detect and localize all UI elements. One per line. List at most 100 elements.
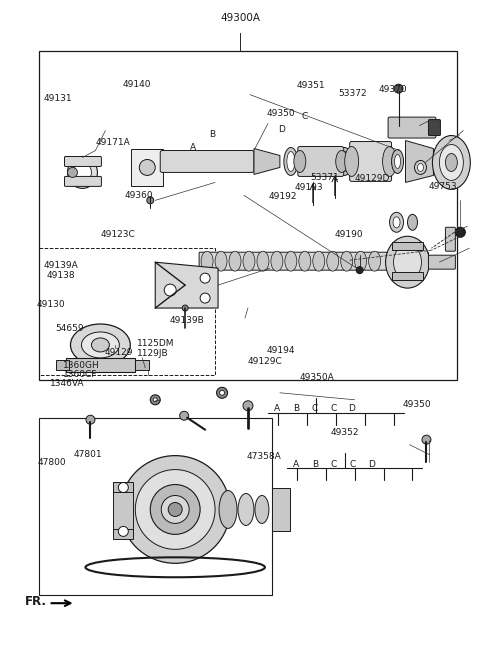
- Ellipse shape: [73, 162, 91, 182]
- Ellipse shape: [393, 217, 400, 228]
- Text: C: C: [330, 404, 336, 413]
- Text: 49192: 49192: [269, 193, 297, 202]
- Ellipse shape: [271, 251, 283, 271]
- Ellipse shape: [71, 324, 130, 366]
- Ellipse shape: [238, 494, 254, 525]
- Bar: [392, 242, 423, 250]
- Text: 53371: 53371: [310, 173, 338, 182]
- Text: 54659: 54659: [55, 324, 84, 333]
- Text: 49139B: 49139B: [169, 316, 204, 325]
- Text: 47358A: 47358A: [246, 452, 281, 461]
- Ellipse shape: [301, 154, 307, 169]
- Text: 49350A: 49350A: [299, 373, 334, 382]
- Bar: [56, 360, 70, 370]
- Text: 49129D: 49129D: [355, 174, 390, 183]
- Ellipse shape: [345, 147, 359, 176]
- Polygon shape: [406, 141, 433, 182]
- Text: B: B: [312, 460, 318, 469]
- Ellipse shape: [312, 152, 322, 171]
- Ellipse shape: [255, 495, 269, 523]
- Ellipse shape: [336, 151, 348, 172]
- Circle shape: [394, 84, 403, 93]
- Text: C: C: [301, 112, 308, 121]
- Text: B: B: [293, 404, 299, 413]
- Text: C: C: [331, 460, 337, 469]
- FancyBboxPatch shape: [429, 255, 456, 269]
- Text: 1125DM: 1125DM: [137, 339, 175, 348]
- Text: 49193: 49193: [295, 183, 323, 193]
- Circle shape: [139, 160, 155, 176]
- Ellipse shape: [287, 152, 295, 171]
- Ellipse shape: [415, 160, 426, 174]
- FancyBboxPatch shape: [64, 156, 101, 167]
- Polygon shape: [254, 149, 280, 174]
- Text: 53372: 53372: [338, 89, 367, 98]
- Ellipse shape: [201, 251, 213, 271]
- Text: 49171A: 49171A: [96, 138, 130, 147]
- Ellipse shape: [390, 213, 404, 233]
- Text: 49352: 49352: [330, 428, 359, 437]
- Bar: [113, 530, 133, 539]
- Text: A: A: [274, 404, 280, 413]
- FancyBboxPatch shape: [350, 141, 392, 182]
- Text: D: D: [348, 404, 355, 413]
- Text: 47801: 47801: [74, 450, 103, 459]
- Ellipse shape: [82, 332, 120, 358]
- Text: 49139A: 49139A: [44, 260, 79, 269]
- Ellipse shape: [439, 145, 463, 180]
- Bar: [65, 358, 135, 372]
- Text: 1360CF: 1360CF: [63, 370, 97, 379]
- FancyBboxPatch shape: [429, 120, 441, 136]
- Ellipse shape: [284, 147, 298, 176]
- Ellipse shape: [395, 154, 400, 169]
- Ellipse shape: [68, 156, 97, 189]
- Ellipse shape: [298, 149, 310, 173]
- Circle shape: [200, 293, 210, 303]
- Text: 49350: 49350: [403, 400, 432, 409]
- Text: 49194: 49194: [267, 346, 295, 355]
- Circle shape: [219, 390, 225, 395]
- Ellipse shape: [432, 136, 470, 189]
- Text: 49140: 49140: [123, 80, 151, 89]
- Text: 49138: 49138: [47, 271, 75, 280]
- Bar: [113, 488, 133, 532]
- Text: A: A: [293, 460, 300, 469]
- Text: 49753: 49753: [428, 182, 456, 191]
- Ellipse shape: [408, 214, 418, 230]
- Circle shape: [153, 398, 157, 402]
- Ellipse shape: [285, 251, 297, 271]
- Text: 49130: 49130: [36, 300, 65, 309]
- FancyBboxPatch shape: [388, 117, 436, 138]
- Ellipse shape: [229, 251, 241, 271]
- Ellipse shape: [168, 503, 182, 516]
- Ellipse shape: [299, 251, 311, 271]
- Ellipse shape: [328, 154, 334, 169]
- Text: 49123C: 49123C: [100, 229, 135, 238]
- Text: 1129JB: 1129JB: [137, 349, 169, 358]
- Text: D: D: [368, 460, 374, 469]
- Circle shape: [200, 273, 210, 283]
- Text: 49129C: 49129C: [247, 357, 282, 366]
- FancyBboxPatch shape: [298, 147, 344, 176]
- Circle shape: [182, 305, 188, 311]
- FancyBboxPatch shape: [64, 176, 101, 187]
- Circle shape: [119, 526, 128, 536]
- Text: 49131: 49131: [44, 94, 72, 103]
- Ellipse shape: [327, 251, 339, 271]
- Text: 49190: 49190: [335, 229, 363, 238]
- Circle shape: [456, 227, 465, 237]
- Ellipse shape: [341, 152, 348, 171]
- Bar: [135, 360, 149, 370]
- Circle shape: [422, 435, 431, 444]
- Circle shape: [243, 401, 253, 411]
- FancyBboxPatch shape: [445, 227, 456, 251]
- Bar: [113, 481, 133, 492]
- Ellipse shape: [325, 149, 336, 173]
- Circle shape: [150, 395, 160, 405]
- FancyBboxPatch shape: [160, 151, 254, 172]
- Ellipse shape: [150, 484, 200, 534]
- Bar: [38, 418, 272, 595]
- Ellipse shape: [392, 149, 404, 173]
- Text: 49129: 49129: [105, 348, 133, 357]
- Ellipse shape: [315, 156, 319, 167]
